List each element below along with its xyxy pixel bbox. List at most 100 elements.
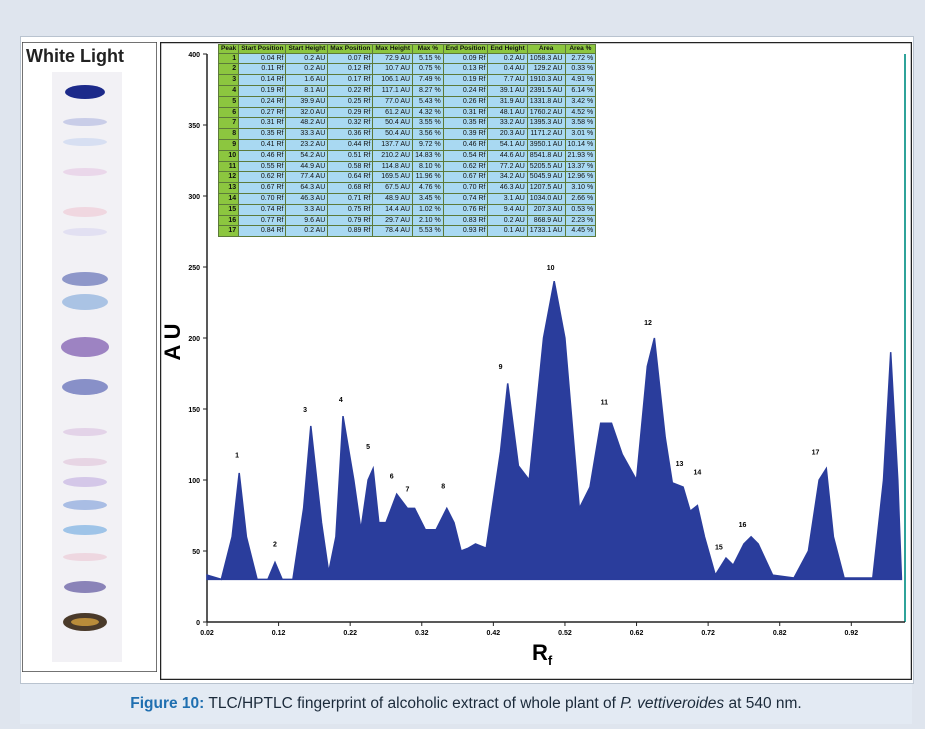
table-cell: 1	[217, 52, 240, 65]
table-cell: 0.64 Rf	[327, 171, 374, 184]
table-cell: 48.1 AU	[487, 106, 528, 119]
table-cell: 0.35 Rf	[238, 128, 287, 140]
table-row: 7 0.31 Rf 48.2 AU 0.32 Rf 50.4 AU 3.55 % 0.35 …	[217, 117, 597, 130]
table-cell: 0.39 Rf	[442, 128, 489, 140]
peak-table: Peak Start Position Start Height Max Positi…	[217, 44, 597, 238]
table-cell: 0.2 AU	[285, 63, 329, 76]
table-cell: 1395.3 AU	[526, 117, 566, 130]
y-tick-label: 0	[196, 620, 200, 627]
tlc-plate	[22, 42, 157, 672]
table-header-cell: Peak	[217, 44, 240, 54]
table-cell: 8.27 %	[412, 84, 444, 97]
table-cell: 0.74 Rf	[238, 203, 287, 216]
table-cell: 210.2 AU	[372, 149, 414, 162]
table-cell: 169.5 AU	[372, 171, 414, 184]
table-cell: 0.67 Rf	[238, 182, 287, 194]
table-cell: 29.7 AU	[372, 214, 414, 227]
table-cell: 5.43 %	[412, 95, 444, 108]
table-cell: 46.3 AU	[285, 192, 329, 205]
table-cell: 0.26 Rf	[442, 95, 489, 108]
table-cell: 0.68 Rf	[327, 182, 374, 194]
y-tick-label: 100	[188, 478, 200, 485]
table-cell: 50.4 AU	[372, 117, 414, 130]
table-cell: 11.96 %	[412, 171, 444, 184]
table-cell: 8541.8 AU	[526, 149, 566, 162]
table-cell: 0.35 Rf	[442, 117, 489, 130]
table-cell: 0.25 Rf	[327, 95, 374, 108]
table-header-cell: Start Position	[238, 44, 287, 54]
table-cell: 50.4 AU	[372, 128, 414, 140]
table-cell: 3.01 %	[564, 128, 597, 140]
table-cell: 3950.1 AU	[526, 138, 566, 151]
peak-label: 5	[366, 444, 370, 451]
table-cell: 0.1 AU	[487, 225, 528, 238]
table-cell: 1058.3 AU	[526, 52, 566, 65]
peak-label: 3	[303, 407, 307, 414]
table-cell: 0.17 Rf	[327, 74, 374, 86]
chromatogram: A U Rf 0 50 100 150 200 250 300 350 400 0.02 0.12 0…	[160, 42, 912, 680]
peak-label: 8	[441, 484, 445, 491]
peak-label: 6	[390, 474, 394, 481]
table-cell: 1733.1 AU	[526, 225, 566, 238]
table-cell: 7.49 %	[412, 74, 444, 86]
x-tick-label: 0.52	[558, 630, 572, 637]
table-cell: 15	[217, 203, 240, 216]
caption-text: at 540 nm.	[728, 695, 802, 712]
table-cell: 3.10 %	[564, 182, 597, 194]
table-row: 14 0.70 Rf 46.3 AU 0.71 Rf 48.9 AU 3.45 % 0.74…	[217, 192, 597, 205]
table-cell: 0.24 Rf	[238, 95, 287, 108]
table-cell: 0.79 Rf	[327, 214, 374, 227]
plate-label: White Light	[26, 46, 124, 66]
table-cell: 12.96 %	[564, 171, 597, 184]
x-axis-label-sub: f	[548, 653, 553, 668]
table-cell: 13	[217, 182, 240, 194]
table-cell: 0.24 Rf	[442, 84, 489, 97]
table-cell: 3.55 %	[412, 117, 444, 130]
peak-label: 14	[693, 469, 701, 476]
peak-label: 4	[339, 397, 343, 404]
table-cell: 0.89 Rf	[327, 225, 374, 238]
table-cell: 3.1 AU	[487, 192, 528, 205]
table-cell: 0.14 Rf	[238, 74, 287, 86]
table-cell: 1331.8 AU	[526, 95, 566, 108]
y-tick-label: 350	[188, 123, 200, 130]
table-cell: 0.27 Rf	[238, 106, 287, 119]
table-header-cell: Max %	[412, 44, 444, 54]
peak-label: 10	[547, 265, 555, 272]
table-cell: 78.4 AU	[372, 225, 414, 238]
peak-label: 2	[273, 542, 277, 549]
table-cell: 3.56 %	[412, 128, 444, 140]
table-header-cell: End Position	[442, 44, 489, 54]
caption-text: TLC/HPTLC fingerprint of alcoholic extra…	[208, 695, 616, 712]
table-row: 13 0.67 Rf 64.3 AU 0.68 Rf 67.5 AU 4.76 % 0.70…	[217, 182, 597, 194]
table-cell: 2391.5 AU	[526, 84, 566, 97]
table-cell: 46.3 AU	[487, 182, 528, 194]
table-cell: 9.6 AU	[285, 214, 329, 227]
table-row: 10 0.46 Rf 54.2 AU 0.51 Rf 210.2 AU 14.83 % 0.…	[217, 149, 597, 162]
table-cell: 0.75 Rf	[327, 203, 374, 216]
table-cell: 0.13 Rf	[442, 63, 489, 76]
table-cell: 5.53 %	[412, 225, 444, 238]
peak-label: 9	[499, 364, 503, 371]
table-cell: 77.0 AU	[372, 95, 414, 108]
table-cell: 61.2 AU	[372, 106, 414, 119]
table-cell: 48.9 AU	[372, 192, 414, 205]
table-cell: 0.29 Rf	[327, 106, 374, 119]
y-tick-label: 200	[188, 336, 200, 343]
table-cell: 207.3 AU	[526, 203, 566, 216]
table-cell: 0.31 Rf	[442, 106, 489, 119]
table-cell: 5045.9 AU	[526, 171, 566, 184]
table-cell: 7	[217, 117, 240, 130]
table-cell: 0.67 Rf	[442, 171, 489, 184]
table-cell: 2.10 %	[412, 214, 444, 227]
peak-label: 13	[676, 461, 684, 468]
table-cell: 23.2 AU	[285, 138, 329, 151]
table-cell: 44.9 AU	[285, 160, 329, 173]
table-cell: 0.32 Rf	[327, 117, 374, 130]
table-cell: 1034.0 AU	[526, 192, 566, 205]
table-cell: 0.62 Rf	[442, 160, 489, 173]
trace-area	[206, 281, 903, 581]
table-cell: 31.9 AU	[487, 95, 528, 108]
table-row: 2 0.11 Rf 0.2 AU 0.12 Rf 10.7 AU 0.75 % 0.13 R…	[217, 63, 597, 76]
